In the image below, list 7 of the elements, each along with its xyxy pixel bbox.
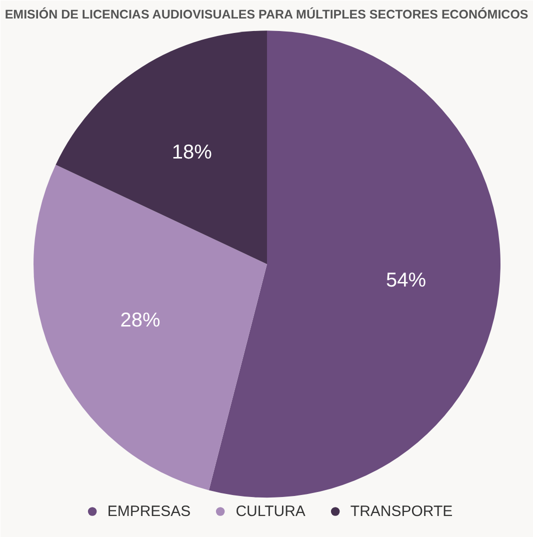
- data-label: 54%: [386, 270, 426, 292]
- legend-label: TRANSPORTE: [350, 502, 453, 520]
- data-label: 18%: [172, 142, 212, 164]
- legend-label: CULTURA: [236, 502, 306, 520]
- chart-title: EMISIÓN DE LICENCIAS AUDIOVISUALES PARA MÚLTIPLES SECTORES ECONÓMICOS: [4, 6, 528, 22]
- data-label: 28%: [120, 309, 160, 332]
- legend-label: EMPRESAS: [107, 502, 191, 520]
